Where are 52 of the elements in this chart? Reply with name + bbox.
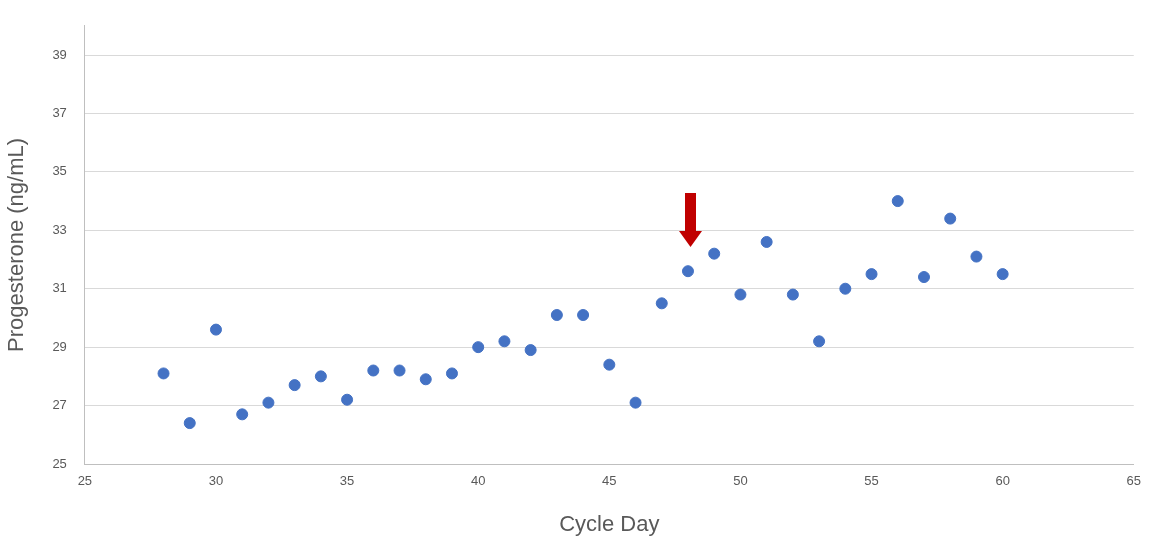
point	[891, 195, 904, 208]
y-tick-label: 37	[52, 105, 67, 121]
point	[629, 396, 642, 409]
point	[393, 364, 406, 377]
point	[236, 408, 249, 421]
point	[209, 323, 222, 336]
point	[577, 309, 590, 322]
x-tick-label: 35	[339, 473, 355, 489]
point	[655, 297, 668, 310]
x-tick-label: 45	[602, 473, 617, 489]
point	[262, 396, 275, 409]
y-tick-label: 35	[52, 163, 67, 179]
x-tick-label: 40	[470, 473, 486, 489]
point	[472, 341, 485, 354]
point	[708, 247, 721, 260]
point	[839, 282, 852, 295]
x-axis-title: Cycle Day	[559, 510, 660, 536]
point	[341, 393, 354, 406]
y-axis-title: Progesterone (ng/mL)	[3, 137, 29, 352]
point	[288, 379, 301, 392]
point	[865, 268, 878, 281]
y-tick-label: 27	[52, 397, 67, 413]
point	[786, 288, 799, 301]
y-tick-label: 33	[52, 221, 67, 237]
point	[944, 212, 957, 225]
y-tick-label: 39	[52, 46, 67, 62]
point	[183, 417, 196, 430]
x-tick-label: 25	[77, 473, 93, 489]
point	[314, 370, 327, 383]
point	[917, 271, 930, 284]
x-tick-label: 55	[864, 473, 879, 489]
x-tick-label: 50	[733, 473, 748, 489]
y-tick-label: 31	[52, 280, 67, 296]
point	[157, 367, 170, 380]
point	[419, 373, 432, 386]
point	[367, 364, 380, 377]
y-tick-label: 29	[52, 338, 67, 354]
y-tick-label: 25	[52, 455, 67, 471]
point	[550, 309, 563, 322]
point	[760, 235, 773, 248]
point	[603, 358, 616, 371]
x-tick-label: 60	[995, 473, 1010, 489]
x-tick-label: 65	[1126, 473, 1141, 489]
point	[681, 265, 694, 278]
point	[524, 344, 537, 357]
point	[445, 367, 458, 380]
x-tick-label: 30	[208, 473, 224, 489]
point	[734, 288, 747, 301]
point	[498, 335, 511, 348]
point	[813, 335, 826, 348]
point	[996, 268, 1009, 281]
point	[970, 250, 983, 263]
